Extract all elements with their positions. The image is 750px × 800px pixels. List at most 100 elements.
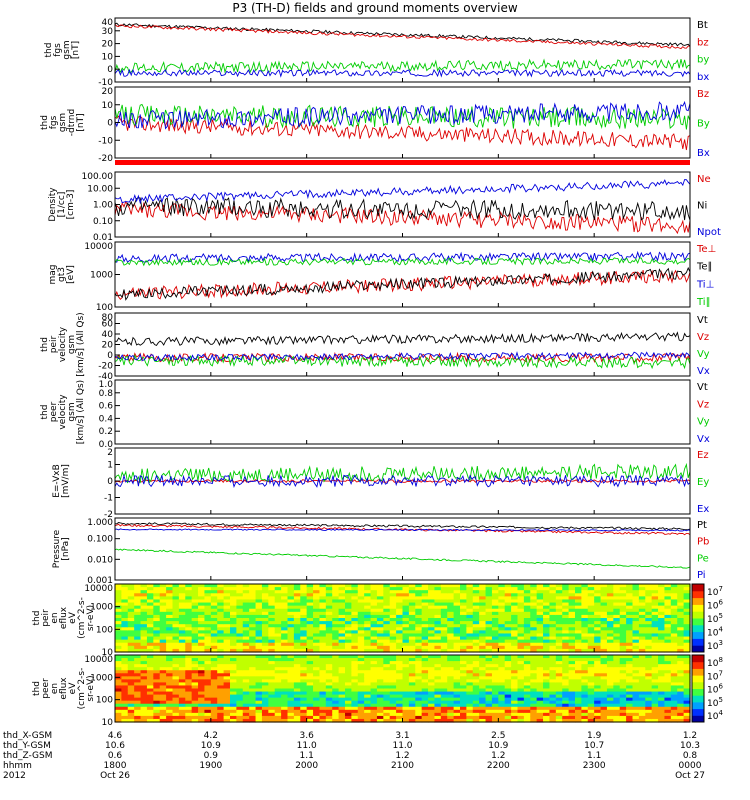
heatmap-cell	[223, 661, 231, 665]
heatmap-cell	[587, 642, 595, 647]
heatmap-cell	[619, 633, 627, 638]
heatmap-cell	[332, 630, 340, 635]
heatmap-cell	[645, 642, 653, 647]
heatmap-cell	[536, 624, 544, 628]
heatmap-cell	[325, 627, 333, 631]
heatmap-cell	[626, 624, 634, 628]
heatmap-cell	[127, 682, 135, 687]
heatmap-cell	[121, 667, 129, 671]
x-axis-value: 10.9	[488, 741, 508, 751]
heatmap-cell	[587, 593, 595, 597]
heatmap-cell	[230, 648, 237, 653]
heatmap-cell	[530, 676, 538, 680]
heatmap-cell	[536, 679, 544, 684]
heatmap-cell	[127, 593, 135, 597]
heatmap-cell	[389, 655, 397, 659]
heatmap-cell	[166, 667, 174, 671]
heatmap-cell	[562, 642, 570, 647]
heatmap-cell	[408, 670, 416, 674]
heatmap-cell	[357, 682, 365, 687]
heatmap-cell	[517, 691, 525, 696]
heatmap-cell	[498, 694, 506, 699]
heatmap-cell	[325, 685, 333, 690]
heatmap-cell	[472, 618, 480, 622]
heatmap-cell	[683, 709, 691, 714]
heatmap-cell	[453, 630, 461, 635]
heatmap-cell	[115, 676, 122, 680]
heatmap-cell	[536, 670, 544, 674]
heatmap-cell	[204, 688, 212, 693]
heatmap-cell	[153, 627, 161, 631]
heatmap-cell	[619, 667, 627, 671]
heatmap-cell	[587, 645, 595, 650]
heatmap-cell	[472, 602, 480, 607]
heatmap-cell	[511, 682, 519, 687]
heatmap-cell	[651, 664, 659, 668]
series-line-bz	[114, 23, 691, 50]
heatmap-cell	[670, 691, 678, 696]
heatmap-cell	[389, 621, 397, 625]
heatmap-cell	[134, 670, 142, 674]
heatmap-cell	[389, 703, 397, 708]
heatmap-cell	[670, 636, 678, 641]
heatmap-cell	[434, 655, 442, 659]
heatmap-cell	[428, 703, 436, 708]
heatmap-cell	[255, 658, 263, 662]
colorbar-segment	[692, 681, 704, 689]
heatmap-cell	[140, 599, 148, 604]
heatmap-cell	[440, 673, 448, 677]
heatmap-cell	[300, 718, 308, 723]
heatmap-cell	[115, 670, 122, 674]
heatmap-cell	[562, 590, 570, 594]
heatmap-cell	[645, 593, 653, 597]
heatmap-cell	[543, 621, 551, 625]
heatmap-cell	[568, 661, 576, 665]
heatmap-cell	[383, 608, 391, 613]
heatmap-cell	[632, 685, 640, 690]
heatmap-cell	[683, 648, 691, 653]
heatmap-cell	[460, 715, 467, 720]
heatmap-cell	[172, 697, 180, 702]
heatmap-cell	[523, 642, 531, 647]
heatmap-cell	[421, 614, 429, 619]
heatmap-cell	[319, 624, 327, 628]
heatmap-cell	[223, 706, 231, 711]
heatmap-cell	[408, 645, 416, 650]
heatmap-cell	[396, 645, 404, 650]
heatmap-cell	[677, 614, 685, 619]
heatmap-cell	[632, 718, 640, 723]
heatmap-cell	[530, 633, 538, 638]
heatmap-cell	[217, 602, 225, 607]
heatmap-cell	[121, 697, 129, 702]
heatmap-cell	[440, 688, 448, 693]
heatmap-cell	[274, 703, 282, 708]
heatmap-cell	[134, 688, 142, 693]
heatmap-cell	[575, 584, 582, 588]
heatmap-cell	[306, 664, 314, 668]
heatmap-cell	[332, 697, 340, 702]
heatmap-cell	[543, 584, 551, 588]
heatmap-cell	[619, 630, 627, 635]
heatmap-cell	[523, 661, 531, 665]
heatmap-cell	[287, 630, 295, 635]
heatmap-cell	[351, 630, 359, 635]
heatmap-cell	[242, 673, 250, 677]
heatmap-cell	[664, 602, 672, 607]
heatmap-cell	[191, 642, 199, 647]
heatmap-cell	[523, 685, 531, 690]
x-axis-value: 1.1	[587, 751, 601, 761]
heatmap-cell	[159, 679, 167, 684]
heatmap-cell	[466, 664, 474, 668]
heatmap-cell	[178, 670, 186, 674]
heatmap-cell	[408, 602, 416, 607]
heatmap-cell	[568, 682, 576, 687]
heatmap-cell	[313, 703, 321, 708]
heatmap-cell	[293, 596, 301, 601]
heatmap-cell	[313, 673, 321, 677]
heatmap-cell	[460, 658, 467, 662]
heatmap-cell	[351, 715, 359, 720]
heatmap-cell	[619, 673, 627, 677]
heatmap-cell	[530, 691, 538, 696]
heatmap-cell	[460, 605, 467, 610]
heatmap-cell	[562, 709, 570, 714]
